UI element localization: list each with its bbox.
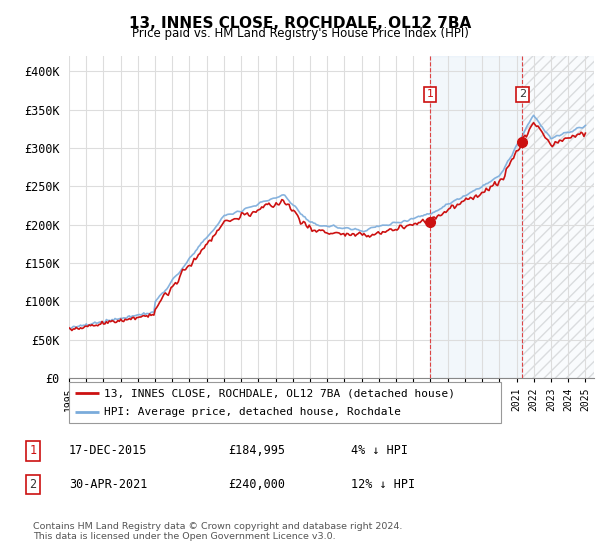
Text: 17-DEC-2015: 17-DEC-2015 bbox=[69, 444, 148, 458]
Text: 1: 1 bbox=[427, 90, 433, 99]
Text: Price paid vs. HM Land Registry's House Price Index (HPI): Price paid vs. HM Land Registry's House … bbox=[131, 27, 469, 40]
Text: Contains HM Land Registry data © Crown copyright and database right 2024.
This d: Contains HM Land Registry data © Crown c… bbox=[33, 522, 403, 542]
Text: 30-APR-2021: 30-APR-2021 bbox=[69, 478, 148, 491]
FancyBboxPatch shape bbox=[69, 382, 501, 423]
Text: 2: 2 bbox=[29, 478, 37, 491]
Text: HPI: Average price, detached house, Rochdale: HPI: Average price, detached house, Roch… bbox=[104, 407, 401, 417]
Text: 12% ↓ HPI: 12% ↓ HPI bbox=[351, 478, 415, 491]
Bar bbox=[522, 56, 594, 378]
Text: 13, INNES CLOSE, ROCHDALE, OL12 7BA: 13, INNES CLOSE, ROCHDALE, OL12 7BA bbox=[129, 16, 471, 31]
Text: £184,995: £184,995 bbox=[228, 444, 285, 458]
Bar bbox=[522, 56, 594, 378]
Text: 4% ↓ HPI: 4% ↓ HPI bbox=[351, 444, 408, 458]
Text: 13, INNES CLOSE, ROCHDALE, OL12 7BA (detached house): 13, INNES CLOSE, ROCHDALE, OL12 7BA (det… bbox=[104, 389, 455, 398]
Bar bbox=[430, 56, 522, 378]
Bar bbox=[522, 56, 594, 378]
Text: £240,000: £240,000 bbox=[228, 478, 285, 491]
Text: 1: 1 bbox=[29, 444, 37, 458]
Text: 2: 2 bbox=[518, 90, 526, 99]
